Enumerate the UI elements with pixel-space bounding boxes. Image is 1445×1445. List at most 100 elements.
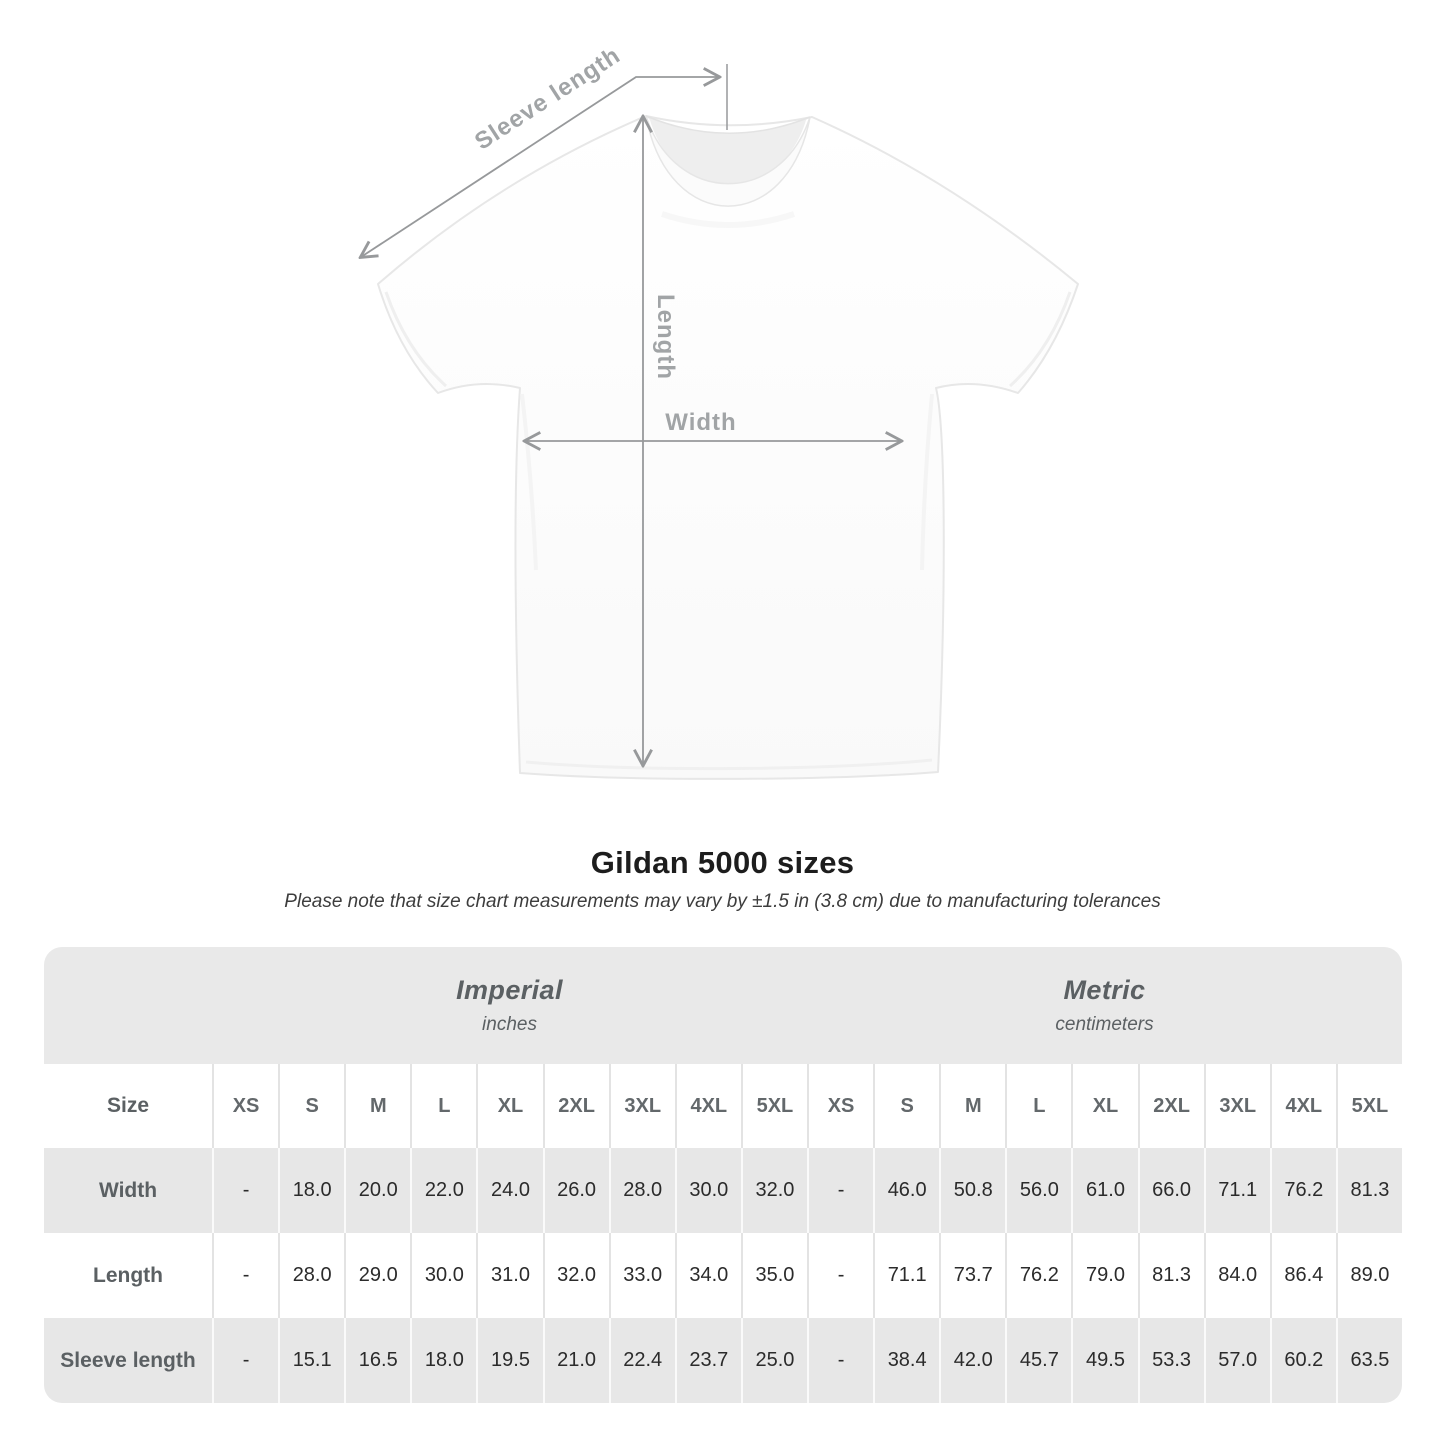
value-cell: 45.7 bbox=[1005, 1318, 1071, 1403]
value-cell: - bbox=[807, 1318, 873, 1403]
size-col-header: M bbox=[344, 1064, 410, 1148]
value-cell: 56.0 bbox=[1005, 1148, 1071, 1233]
value-cell: 66.0 bbox=[1137, 1148, 1204, 1233]
size-col-header: XL bbox=[1071, 1064, 1137, 1148]
right-body-crease bbox=[920, 393, 934, 571]
value-cell: 15.1 bbox=[278, 1318, 344, 1403]
value-cell: 28.0 bbox=[278, 1233, 344, 1318]
page-title: Gildan 5000 sizes bbox=[590, 845, 855, 880]
row-label-sleeve-length: Sleeve length bbox=[60, 1348, 196, 1372]
size-col-header: S bbox=[278, 1064, 344, 1148]
value-cell: 84.0 bbox=[1203, 1233, 1270, 1318]
value-cell: 31.0 bbox=[476, 1233, 542, 1318]
right-cuff-seam bbox=[1008, 291, 1072, 388]
size-col-header: 2XL bbox=[1137, 1064, 1204, 1148]
row-label-length: Length bbox=[93, 1263, 163, 1287]
hem-seam bbox=[525, 758, 933, 771]
size-header-row: Size XS S M L XL 2XL 3XL 4XL 5XL XS S M L XL 2XL 3XL 4XL… bbox=[44, 1064, 1402, 1148]
imperial-group-header: Imperial inches bbox=[212, 947, 807, 1064]
value-cell: 18.0 bbox=[410, 1318, 476, 1403]
tolerance-note: Please note that size chart measurements… bbox=[284, 891, 1161, 912]
size-col-header: XL bbox=[476, 1064, 542, 1148]
value-cell: 30.0 bbox=[674, 1148, 741, 1233]
value-cell: 63.5 bbox=[1335, 1318, 1402, 1403]
band-corner-spacer bbox=[44, 947, 212, 1064]
size-col-header: L bbox=[1005, 1064, 1071, 1148]
size-col-header: 4XL bbox=[1269, 1064, 1336, 1148]
value-cell: 79.0 bbox=[1071, 1233, 1137, 1318]
value-cell: 28.0 bbox=[608, 1148, 675, 1233]
value-cell: 20.0 bbox=[344, 1148, 410, 1233]
value-cell: 32.0 bbox=[740, 1148, 807, 1233]
value-cell: 57.0 bbox=[1203, 1318, 1270, 1403]
value-cell: - bbox=[807, 1233, 873, 1318]
sleeve-length-arrow bbox=[361, 77, 719, 257]
size-col-header: XS bbox=[212, 1064, 278, 1148]
size-corner-header: Size bbox=[106, 1094, 150, 1117]
size-col-header: 3XL bbox=[608, 1064, 675, 1148]
left-cuff-seam bbox=[384, 291, 448, 388]
value-cell: 25.0 bbox=[740, 1318, 807, 1403]
value-cell: 21.0 bbox=[542, 1318, 609, 1403]
value-cell: - bbox=[212, 1233, 278, 1318]
length-row: Length -28.0 29.0 30.0 31.0 32.0 33.0 34.0 35.0… bbox=[44, 1233, 1402, 1318]
value-cell: 26.0 bbox=[542, 1148, 609, 1233]
size-col-header: 4XL bbox=[674, 1064, 741, 1148]
sleeve-length-row: Sleeve length -15.1 16.5 18.0 19.5 21.0 22.4 2… bbox=[44, 1318, 1402, 1403]
value-cell: 46.0 bbox=[873, 1148, 939, 1233]
size-col-header: L bbox=[410, 1064, 476, 1148]
value-cell: 76.2 bbox=[1269, 1148, 1336, 1233]
value-cell: 86.4 bbox=[1269, 1233, 1336, 1318]
size-col-header: XS bbox=[807, 1064, 873, 1148]
row-label-width: Width bbox=[98, 1178, 158, 1202]
tshirt-outline bbox=[377, 115, 1079, 780]
imperial-unit: inches bbox=[482, 1014, 537, 1035]
value-cell: 71.1 bbox=[873, 1233, 939, 1318]
value-cell: 61.0 bbox=[1071, 1148, 1137, 1233]
size-col-header: 5XL bbox=[740, 1064, 807, 1148]
imperial-label: Imperial bbox=[456, 975, 563, 1005]
size-col-header: 5XL bbox=[1335, 1064, 1402, 1148]
value-cell: 38.4 bbox=[873, 1318, 939, 1403]
value-cell: 22.4 bbox=[608, 1318, 675, 1403]
width-label: Width bbox=[665, 409, 736, 436]
tshirt-diagram: Sleeve length Length Width bbox=[0, 42, 1079, 780]
value-cell: 18.0 bbox=[278, 1148, 344, 1233]
value-cell: 71.1 bbox=[1203, 1148, 1270, 1233]
metric-group-header: Metric centimeters bbox=[807, 947, 1402, 1064]
value-cell: 76.2 bbox=[1005, 1233, 1071, 1318]
value-cell: 22.0 bbox=[410, 1148, 476, 1233]
value-cell: 60.2 bbox=[1269, 1318, 1336, 1403]
size-col-header: 2XL bbox=[542, 1064, 609, 1148]
value-cell: 53.3 bbox=[1137, 1318, 1204, 1403]
value-cell: 29.0 bbox=[344, 1233, 410, 1318]
value-cell: 19.5 bbox=[476, 1318, 542, 1403]
value-cell: 81.3 bbox=[1137, 1233, 1204, 1318]
value-cell: 23.7 bbox=[674, 1318, 741, 1403]
width-row: Width -18.0 20.0 22.0 24.0 26.0 28.0 30.0 32.0-… bbox=[44, 1148, 1402, 1233]
value-cell: 50.8 bbox=[939, 1148, 1005, 1233]
value-cell: 42.0 bbox=[939, 1318, 1005, 1403]
size-col-header: 3XL bbox=[1203, 1064, 1270, 1148]
value-cell: 49.5 bbox=[1071, 1318, 1137, 1403]
value-cell: 73.7 bbox=[939, 1233, 1005, 1318]
metric-unit: centimeters bbox=[1055, 1014, 1154, 1035]
value-cell: 32.0 bbox=[542, 1233, 609, 1318]
value-cell: - bbox=[212, 1148, 278, 1233]
value-cell: 35.0 bbox=[740, 1233, 807, 1318]
unit-group-band: Imperial inches Metric centimeters bbox=[44, 947, 1402, 1064]
value-cell: 89.0 bbox=[1335, 1233, 1402, 1318]
value-cell: 24.0 bbox=[476, 1148, 542, 1233]
size-col-header: S bbox=[873, 1064, 939, 1148]
size-col-header: M bbox=[939, 1064, 1005, 1148]
value-cell: - bbox=[212, 1318, 278, 1403]
length-label: Length bbox=[652, 294, 679, 380]
metric-label: Metric bbox=[1063, 975, 1146, 1005]
value-cell: 30.0 bbox=[410, 1233, 476, 1318]
value-cell: 33.0 bbox=[608, 1233, 675, 1318]
size-table: Imperial inches Metric centimeters Size … bbox=[44, 947, 1402, 1403]
value-cell: 16.5 bbox=[344, 1318, 410, 1403]
value-cell: 81.3 bbox=[1335, 1148, 1402, 1233]
value-cell: - bbox=[807, 1148, 873, 1233]
